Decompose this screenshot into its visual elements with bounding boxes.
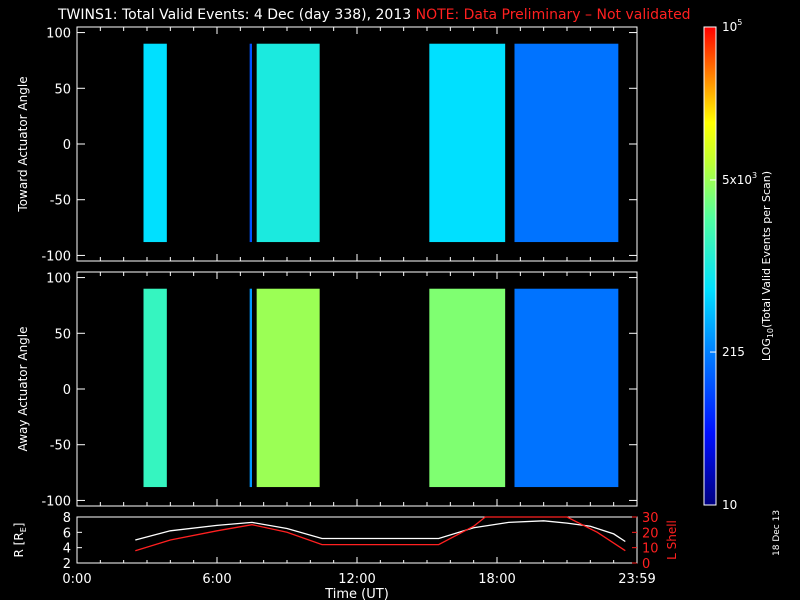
heatmap-segment-toward-2 [256, 43, 320, 243]
chart-title: TWINS1: Total Valid Events: 4 Dec (day 3… [58, 7, 691, 23]
orbit-ytick-left-label: 8 [63, 511, 71, 526]
colorbar-label: LOG10(Total Valid Events per Scan) [760, 171, 775, 361]
orbit-ytick-right-label: 20 [642, 526, 659, 541]
heatmap-segment-away-3 [429, 288, 506, 488]
heatmap-segment-away-2 [256, 288, 320, 488]
colorbar [703, 26, 717, 506]
orbit-line-0 [135, 520, 626, 543]
ytick-label: 0 [63, 383, 71, 398]
orbit-ylabel-right: L Shell [665, 520, 679, 560]
ytick-label: 50 [54, 327, 71, 342]
heatmap-panel-toward: 100 50 0 -50 -100 Toward Actuator Angle [16, 26, 638, 264]
heatmap-segment-toward-3 [429, 43, 506, 243]
orbit-ytick-left-label: 6 [63, 526, 71, 541]
heatmap-segment-away-4 [514, 288, 619, 488]
xtick-label: 6:00 [202, 572, 231, 587]
heatmap-segment-away-1 [249, 288, 252, 488]
warning-text: NOTE: Data Preliminary – Not validated [415, 7, 691, 23]
colorbar-tick-label: 105 [722, 18, 742, 34]
colorbar-tick-label: 5x103 [722, 171, 757, 187]
date-stamp: 18 Dec 13 [772, 509, 782, 556]
xtick-label: 23:59 [618, 572, 655, 587]
orbit-ytick-right-label: 10 [642, 542, 659, 557]
xtick-label: 12:00 [338, 572, 375, 587]
xlabel: Time (UT) [324, 587, 389, 600]
orbit-ytick-left-label: 4 [63, 542, 71, 557]
ytick-label: -50 [50, 439, 71, 454]
heatmap-segment-toward-0 [143, 43, 167, 243]
heatmap-panel-away: 100 50 0 -50 -100 Away Actuator Angle [16, 271, 638, 509]
orbit-ytick-right-label: 0 [642, 557, 650, 572]
orbit-line-1 [135, 516, 626, 552]
ytick-label: -100 [41, 494, 71, 509]
xtick-label: 18:00 [478, 572, 515, 587]
colorbar-tick-label: 10 [722, 498, 737, 512]
orbit-ytick-right-label: 30 [642, 511, 659, 526]
ytick-label: 50 [54, 82, 71, 97]
orbit-ytick-left-label: 2 [63, 557, 71, 572]
heatmap-segment-toward-1 [249, 43, 252, 243]
title-text: TWINS1: Total Valid Events: 4 Dec (day 3… [58, 7, 412, 23]
heatmap-segment-away-0 [143, 288, 167, 488]
ylabel-toward: Toward Actuator Angle [16, 76, 30, 212]
heatmap-segment-toward-4 [514, 43, 619, 243]
ytick-label: -50 [50, 194, 71, 209]
orbit-ylabel-left: R [RE] [12, 523, 28, 558]
orbit-frame [76, 516, 638, 564]
ylabel-away: Away Actuator Angle [16, 326, 30, 451]
ytick-label: 0 [63, 138, 71, 153]
colorbar-tick-label: 215 [722, 345, 745, 359]
xtick-label: 0:00 [62, 572, 91, 587]
ytick-label: 100 [46, 27, 71, 42]
ytick-label: 100 [46, 272, 71, 287]
ytick-label: -100 [41, 249, 71, 264]
